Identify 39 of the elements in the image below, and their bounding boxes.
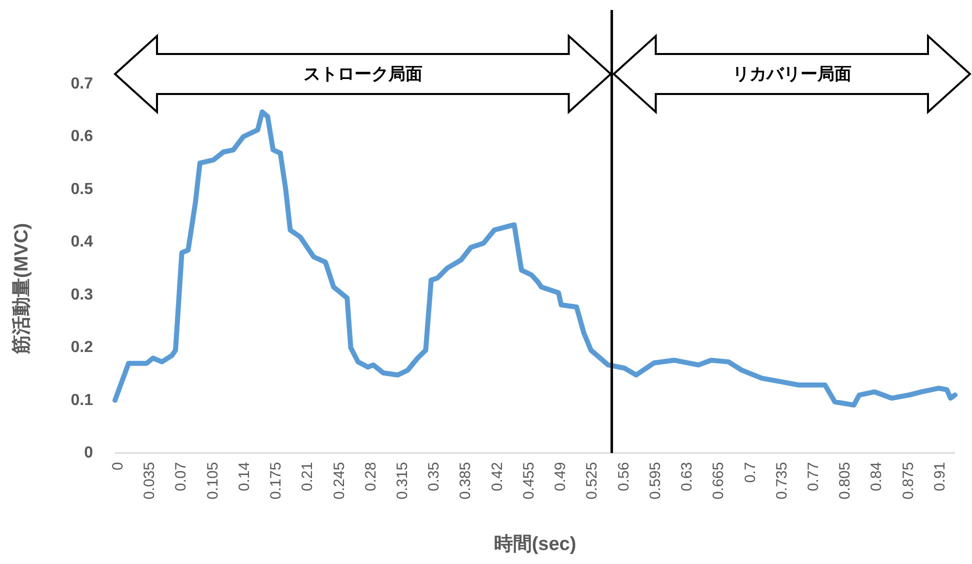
x-tick-label: 0.49: [552, 462, 570, 492]
x-tick-label: 0.595: [646, 462, 664, 500]
x-tick-label: 0.63: [678, 462, 696, 492]
x-tick-label: 0.77: [804, 462, 822, 492]
x-tick-label: 0.455: [520, 462, 538, 500]
x-tick-label: 0.805: [836, 462, 854, 500]
x-tick-label: 0.07: [172, 462, 190, 492]
x-tick-label: 0.665: [710, 462, 728, 500]
x-tick-label: 0: [110, 462, 126, 470]
x-tick-label: 0.035: [141, 462, 158, 500]
x-tick-label: 0.105: [204, 462, 222, 500]
text: ストローク局面: [303, 64, 422, 84]
x-tick-label: 0.875: [900, 462, 917, 500]
x-tick-label: 0.35: [426, 462, 443, 492]
y-tick-label: 0.4: [70, 234, 94, 251]
x-tick-label: 0.91: [931, 462, 948, 492]
y-tick-label: 0.7: [70, 76, 94, 92]
x-tick-label: 0.21: [299, 462, 316, 492]
x-tick-label: 0.525: [584, 462, 601, 500]
y-tick-label: 0.2: [70, 339, 94, 356]
y-tick-label: 0: [84, 444, 94, 462]
y-tick-label: 0.6: [70, 128, 94, 146]
x-tick-label: 0.56: [615, 462, 632, 492]
x-tick-label: 0.7: [742, 462, 759, 483]
x-axis-title: 時間(sec): [494, 533, 576, 555]
x-tick-label: 0.315: [394, 462, 412, 500]
y-axis-title: 筋活動量(MVC): [12, 223, 32, 355]
x-tick-label: 0.175: [268, 462, 285, 500]
x-tick-label: 0.28: [362, 462, 380, 492]
x-tick-label: 0.735: [773, 462, 790, 500]
x-tick-label: 0.42: [488, 462, 506, 492]
text: リカバリー局面: [732, 64, 852, 84]
y-tick-label: 0.5: [70, 180, 94, 198]
y-tick-label: 0.1: [70, 392, 94, 409]
x-tick-label: 0.84: [868, 462, 886, 492]
x-tick-label: 0.14: [236, 462, 253, 492]
y-tick-label: 0.3: [70, 286, 94, 304]
x-tick-label: 0.385: [457, 462, 474, 500]
x-tick-label: 0.245: [330, 462, 348, 500]
